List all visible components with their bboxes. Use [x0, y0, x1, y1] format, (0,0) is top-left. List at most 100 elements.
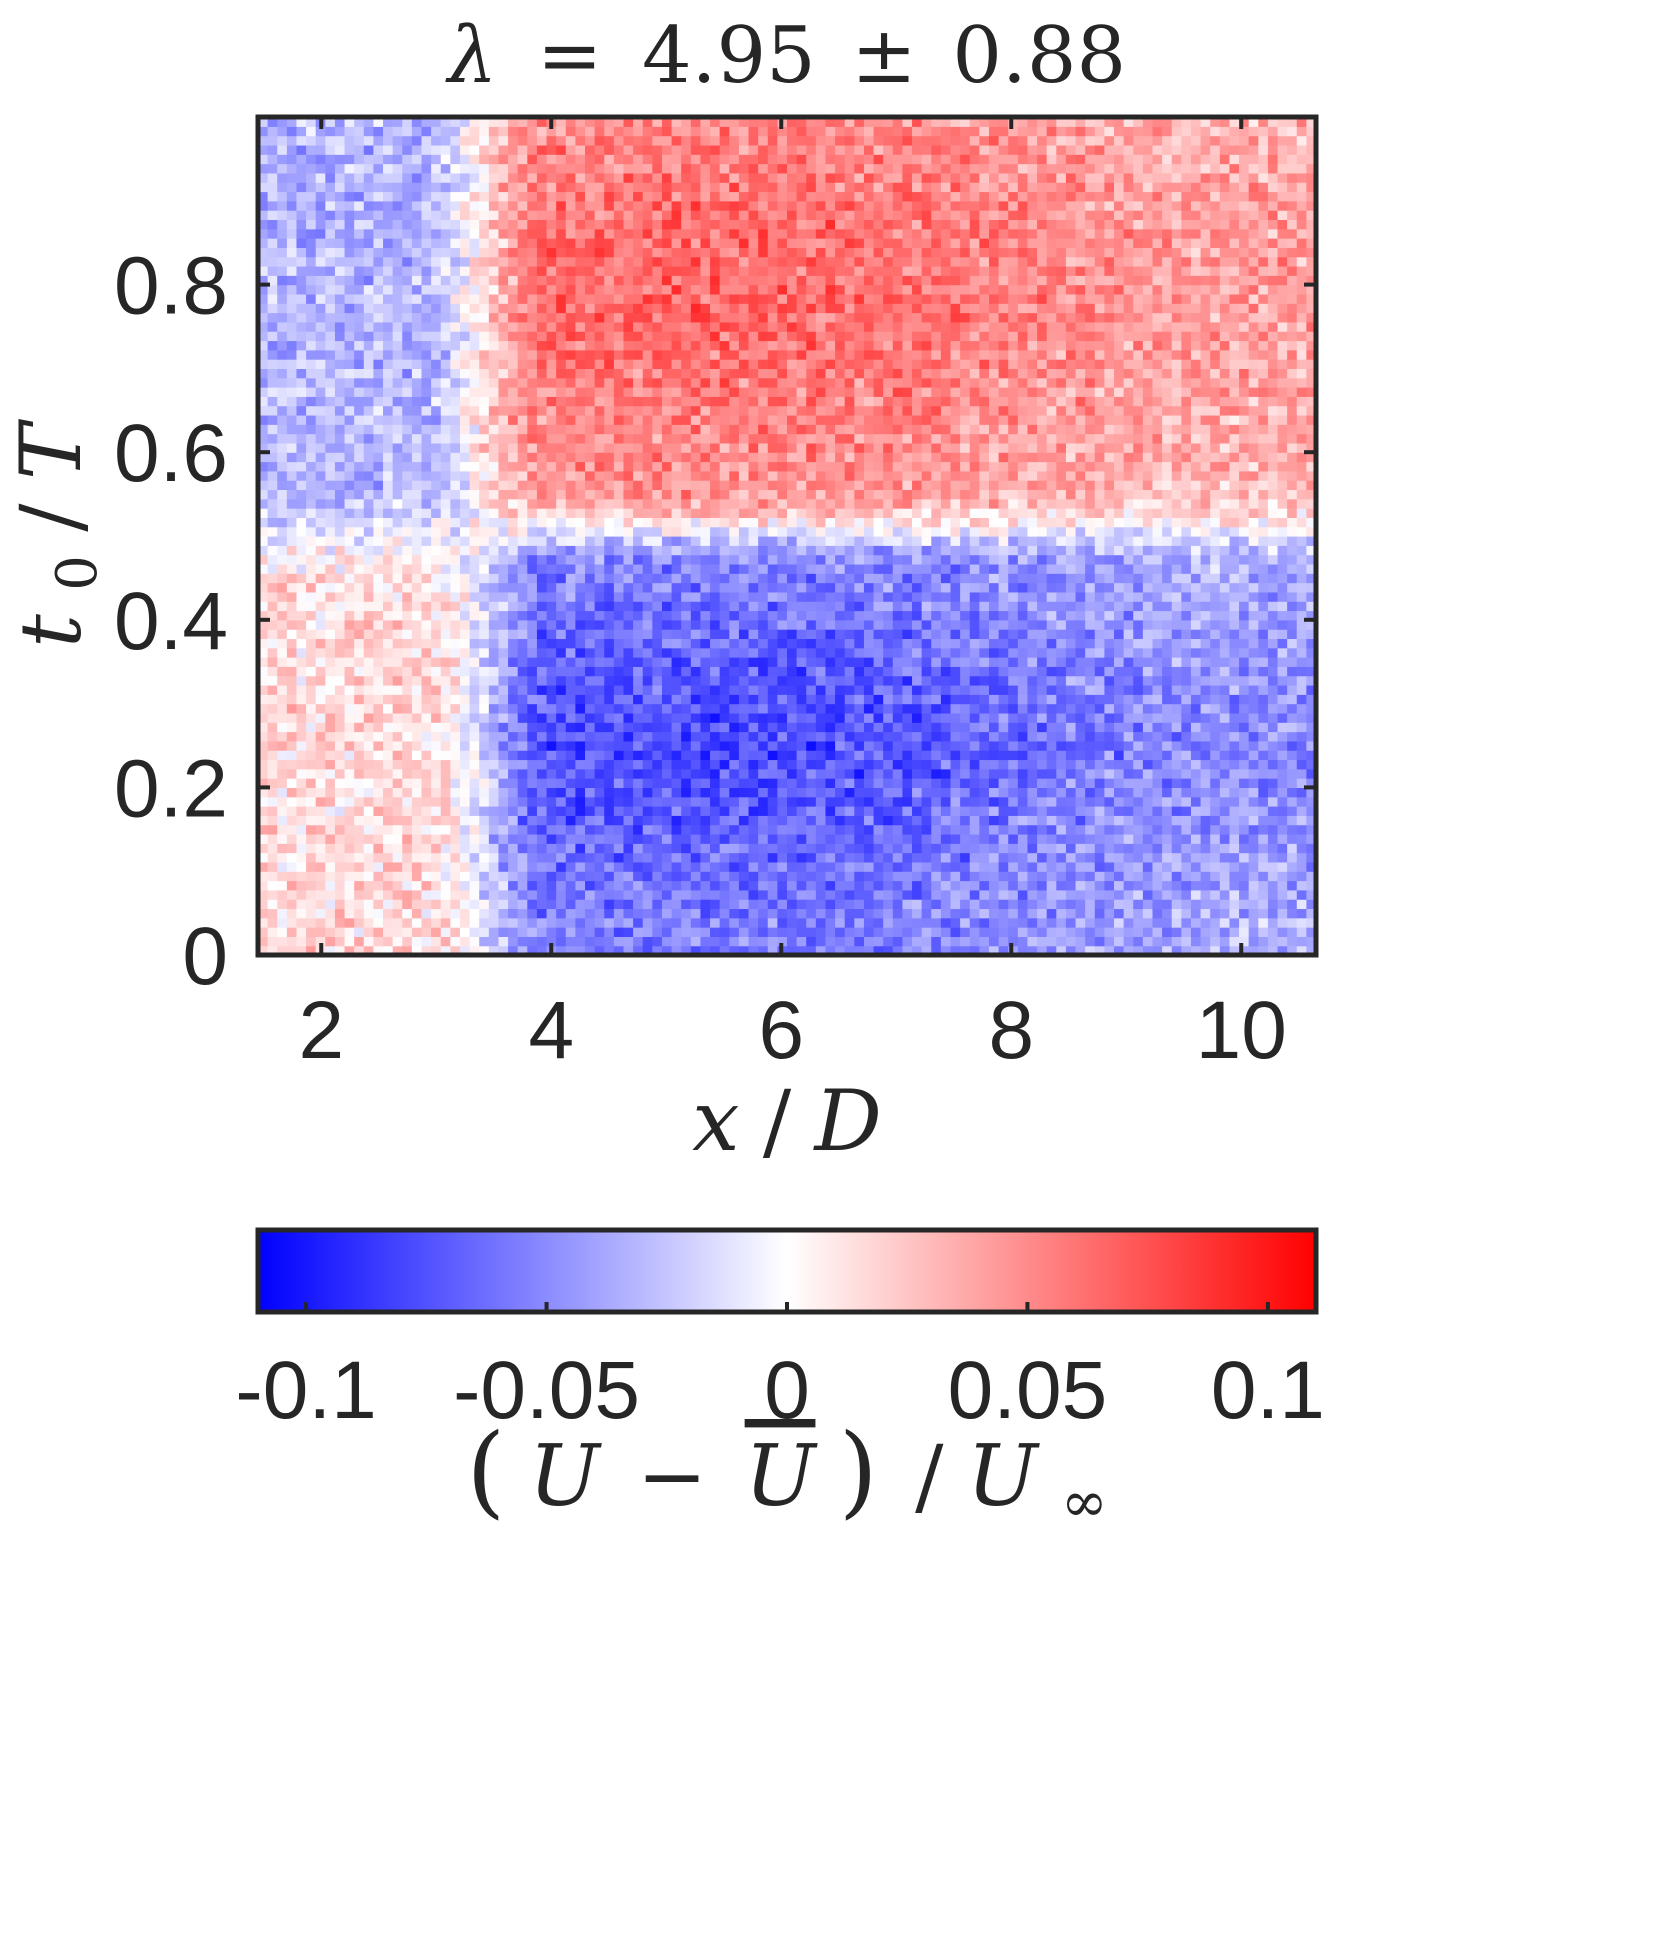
heatmap-cell [277, 573, 288, 584]
heatmap-cell [459, 712, 471, 723]
heatmap-cell [748, 806, 759, 816]
heatmap-cell [315, 638, 326, 649]
heatmap-cell [758, 331, 769, 342]
heatmap-cell [469, 619, 480, 630]
heatmap-cell [315, 154, 326, 165]
heatmap-cell [661, 750, 673, 761]
heatmap-cell [585, 526, 596, 537]
heatmap-cell [642, 293, 653, 304]
heatmap-cell [392, 936, 403, 947]
heatmap-cell [306, 303, 317, 314]
heatmap-cell [690, 833, 702, 844]
heatmap-cell [267, 191, 278, 202]
heatmap-cell [306, 508, 317, 518]
heatmap-cell [373, 442, 384, 453]
heatmap-cell [479, 778, 490, 788]
heatmap-cell [450, 871, 461, 882]
heatmap-cell [479, 210, 490, 221]
heatmap-cell [585, 703, 596, 714]
heatmap-cell [652, 731, 663, 742]
heatmap-cell [681, 815, 692, 826]
heatmap-cell [469, 899, 480, 910]
heatmap-cell [748, 377, 759, 388]
heatmap-cell [633, 256, 644, 267]
heatmap-cell [719, 889, 730, 900]
heatmap-cell [690, 135, 702, 146]
heatmap-cell [594, 694, 605, 705]
heatmap-cell [517, 759, 528, 770]
heatmap-cell [777, 182, 788, 193]
heatmap-cell [344, 498, 355, 509]
heatmap-cell [344, 796, 355, 807]
heatmap-cell [392, 554, 403, 565]
heatmap-cell [536, 573, 548, 584]
heatmap-cell [604, 238, 615, 248]
heatmap-cell [661, 806, 673, 816]
heatmap-cell [440, 396, 451, 407]
heatmap-cell [392, 312, 403, 323]
heatmap-cell [296, 498, 307, 509]
heatmap-cell [286, 694, 298, 705]
heatmap-cell [411, 135, 423, 146]
heatmap-cell [325, 880, 336, 891]
heatmap-cell [661, 573, 673, 584]
heatmap-cell [296, 461, 307, 472]
heatmap-cell [613, 452, 625, 463]
heatmap-cell [536, 619, 548, 630]
heatmap-cell [325, 563, 336, 574]
heatmap-cell [652, 293, 663, 304]
heatmap-cell [536, 861, 548, 872]
heatmap-cell [498, 414, 509, 425]
heatmap-cell [777, 293, 788, 304]
heatmap-cell [575, 433, 586, 444]
heatmap-cell [267, 722, 278, 733]
heatmap-cell [671, 424, 682, 435]
heatmap-cell [777, 126, 788, 137]
heatmap-cell [710, 349, 721, 360]
heatmap-cell [633, 666, 644, 677]
heatmap-cell [354, 517, 365, 528]
heatmap-cell [392, 759, 403, 770]
heatmap-cell [652, 591, 663, 602]
heatmap-cell [344, 396, 355, 407]
heatmap-cell [392, 908, 403, 919]
heatmap-cell [594, 135, 605, 146]
heatmap-cell [411, 843, 423, 854]
heatmap-cell [556, 601, 567, 612]
heatmap-cell [334, 740, 346, 751]
heatmap-cell [767, 396, 778, 407]
heatmap-cell [325, 154, 336, 165]
heatmap-cell [469, 331, 480, 342]
heatmap-cell [344, 228, 355, 239]
heatmap-cell [527, 182, 538, 193]
heatmap-cell [777, 163, 788, 174]
heatmap-cell [758, 154, 769, 165]
heatmap-cell [710, 182, 721, 193]
heatmap-cell [315, 861, 326, 872]
heatmap-cell [277, 508, 288, 518]
heatmap-cell [710, 694, 721, 705]
heatmap-cell [527, 740, 538, 751]
heatmap-cell [575, 461, 586, 472]
heatmap-cell [334, 135, 346, 146]
heatmap-cell [681, 219, 692, 230]
heatmap-cell [402, 228, 413, 239]
heatmap-cell [517, 899, 528, 910]
heatmap-cell [315, 908, 326, 919]
heatmap-cell [604, 796, 615, 807]
heatmap-cell [633, 554, 644, 565]
heatmap-cell [585, 154, 596, 165]
heatmap-cell [575, 899, 586, 910]
heatmap-cell [565, 163, 576, 174]
heatmap-cell [267, 135, 278, 146]
heatmap-cell [296, 424, 307, 435]
heatmap-cell [402, 340, 413, 351]
heatmap-cell [277, 833, 288, 844]
heatmap-cell [700, 536, 711, 546]
heatmap-cell [575, 126, 586, 137]
heatmap-cell [421, 433, 432, 444]
heatmap-cell [383, 368, 394, 379]
heatmap-cell [613, 275, 625, 286]
heatmap-cell [440, 573, 451, 584]
heatmap-cell [585, 899, 596, 910]
